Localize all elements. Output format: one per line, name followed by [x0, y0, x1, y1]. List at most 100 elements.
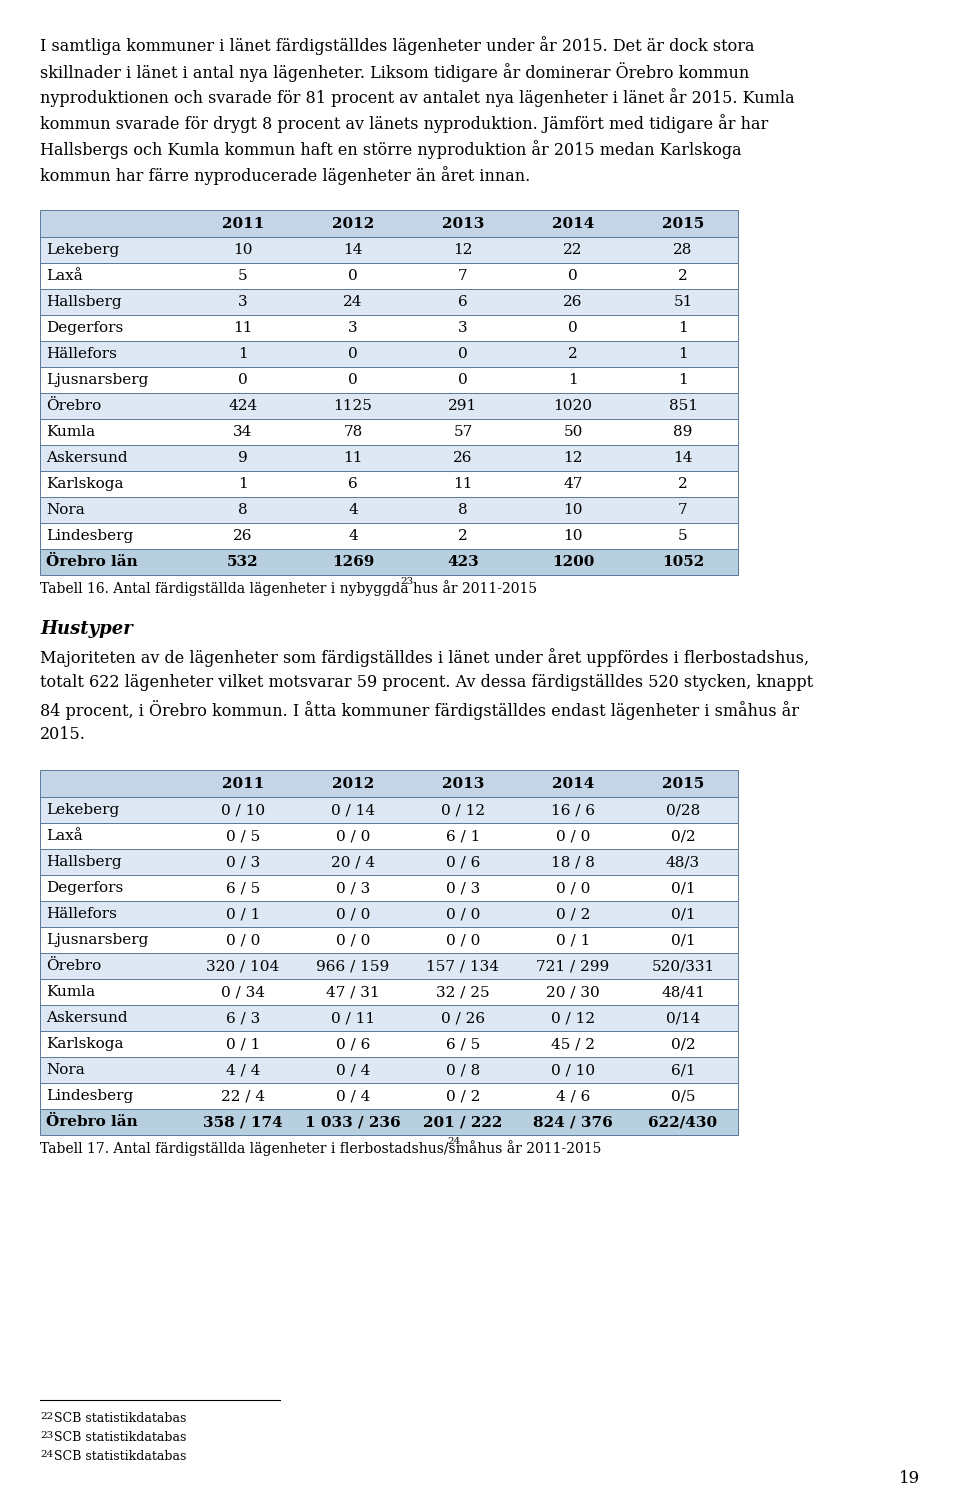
Text: 34: 34 — [233, 425, 252, 438]
Bar — [40, 497, 738, 524]
Text: 1: 1 — [238, 477, 248, 491]
Text: 7: 7 — [678, 503, 687, 518]
Text: 0 / 12: 0 / 12 — [441, 803, 485, 817]
Text: 24: 24 — [344, 295, 363, 310]
Text: 0 / 4: 0 / 4 — [336, 1064, 371, 1077]
Text: 2015: 2015 — [661, 776, 704, 790]
Text: 0 / 26: 0 / 26 — [441, 1011, 485, 1025]
Text: Hallsberg: Hallsberg — [46, 856, 122, 869]
Text: 0: 0 — [348, 373, 358, 387]
Text: 0 / 0: 0 / 0 — [556, 881, 590, 895]
Text: Majoriteten av de lägenheter som färdigställdes i länet under året uppfördes i f: Majoriteten av de lägenheter som färdigs… — [40, 648, 809, 667]
Text: 1 033 / 236: 1 033 / 236 — [305, 1115, 401, 1129]
Text: 24: 24 — [40, 1450, 53, 1459]
Text: kommun har färre nyproducerade lägenheter än året innan.: kommun har färre nyproducerade lägenhete… — [40, 166, 530, 186]
Text: 532: 532 — [228, 555, 259, 568]
Text: 57: 57 — [453, 425, 472, 438]
Text: 28: 28 — [673, 242, 693, 257]
Text: skillnader i länet i antal nya lägenheter. Liksom tidigare år dominerar Örebro k: skillnader i länet i antal nya lägenhete… — [40, 61, 749, 82]
Text: SCB statistikdatabas: SCB statistikdatabas — [54, 1450, 186, 1463]
Text: 1: 1 — [678, 373, 688, 387]
Text: 2015: 2015 — [661, 217, 704, 230]
Text: Laxå: Laxå — [46, 269, 83, 283]
Text: 2014: 2014 — [552, 776, 594, 790]
Text: 2: 2 — [458, 530, 468, 543]
Text: 851: 851 — [668, 399, 698, 413]
Text: Tabell 16. Antal färdigställda lägenheter i nybyggda hus år 2011-2015: Tabell 16. Antal färdigställda lägenhete… — [40, 580, 538, 595]
Text: 0 / 10: 0 / 10 — [221, 803, 265, 817]
Bar — [40, 797, 738, 823]
Text: 0 / 0: 0 / 0 — [445, 934, 480, 947]
Text: 2011: 2011 — [222, 776, 264, 790]
Text: 6 / 1: 6 / 1 — [445, 829, 480, 844]
Text: Hällefors: Hällefors — [46, 907, 117, 922]
Text: Lindesberg: Lindesberg — [46, 1089, 133, 1103]
Text: 5: 5 — [678, 530, 687, 543]
Text: SCB statistikdatabas: SCB statistikdatabas — [54, 1412, 186, 1426]
Bar — [40, 419, 738, 444]
Text: 0 / 0: 0 / 0 — [336, 829, 371, 844]
Text: 48/3: 48/3 — [666, 856, 700, 869]
Text: 26: 26 — [453, 450, 472, 465]
Text: Örebro: Örebro — [46, 399, 101, 413]
Bar — [40, 1083, 738, 1109]
Text: 6 / 3: 6 / 3 — [226, 1011, 260, 1025]
Bar — [40, 316, 738, 341]
Text: Hustyper: Hustyper — [40, 619, 132, 637]
Text: Lindesberg: Lindesberg — [46, 530, 133, 543]
Text: 19: 19 — [899, 1471, 920, 1487]
Text: 8: 8 — [458, 503, 468, 518]
Text: 966 / 159: 966 / 159 — [317, 959, 390, 972]
Text: 0 / 5: 0 / 5 — [226, 829, 260, 844]
Text: 5: 5 — [238, 269, 248, 283]
Text: 0 / 0: 0 / 0 — [226, 934, 260, 947]
Text: 0: 0 — [458, 347, 468, 361]
Text: Kumla: Kumla — [46, 984, 95, 999]
Text: 4: 4 — [348, 503, 358, 518]
Text: 0 / 12: 0 / 12 — [551, 1011, 595, 1025]
Text: 47 / 31: 47 / 31 — [326, 984, 380, 999]
Text: Degerfors: Degerfors — [46, 322, 123, 335]
Text: 1200: 1200 — [552, 555, 594, 568]
Bar — [40, 901, 738, 928]
Text: 0 / 2: 0 / 2 — [445, 1089, 480, 1103]
Text: totalt 622 lägenheter vilket motsvarar 59 procent. Av dessa färdigställdes 520 s: totalt 622 lägenheter vilket motsvarar 5… — [40, 675, 813, 691]
Text: Lekeberg: Lekeberg — [46, 242, 119, 257]
Text: Kumla: Kumla — [46, 425, 95, 438]
Text: Karlskoga: Karlskoga — [46, 477, 124, 491]
Text: 824 / 376: 824 / 376 — [533, 1115, 612, 1129]
Text: 6: 6 — [458, 295, 468, 310]
Text: 423: 423 — [447, 555, 479, 568]
Text: 20 / 4: 20 / 4 — [331, 856, 375, 869]
Bar — [40, 367, 738, 393]
Text: 12: 12 — [564, 450, 583, 465]
Text: 20 / 30: 20 / 30 — [546, 984, 600, 999]
Bar — [40, 471, 738, 497]
Text: 24: 24 — [447, 1137, 461, 1146]
Bar — [40, 1031, 738, 1058]
Text: 50: 50 — [564, 425, 583, 438]
Bar — [40, 236, 738, 263]
Text: 0 / 4: 0 / 4 — [336, 1089, 371, 1103]
Text: 0/1: 0/1 — [671, 881, 695, 895]
Text: 0/14: 0/14 — [666, 1011, 700, 1025]
Text: 0 / 1: 0 / 1 — [556, 934, 590, 947]
Text: Laxå: Laxå — [46, 829, 83, 844]
Text: 0/28: 0/28 — [666, 803, 700, 817]
Bar — [40, 393, 738, 419]
Text: 0 / 34: 0 / 34 — [221, 984, 265, 999]
Bar — [40, 823, 738, 850]
Text: 6: 6 — [348, 477, 358, 491]
Text: Karlskoga: Karlskoga — [46, 1037, 124, 1052]
Text: Degerfors: Degerfors — [46, 881, 123, 895]
Text: 1125: 1125 — [333, 399, 372, 413]
Text: 2014: 2014 — [552, 217, 594, 230]
Text: 0/1: 0/1 — [671, 907, 695, 922]
Text: 0: 0 — [238, 373, 248, 387]
Text: 721 / 299: 721 / 299 — [537, 959, 610, 972]
Bar — [40, 850, 738, 875]
Bar — [40, 263, 738, 289]
Text: Örebro län: Örebro län — [46, 1115, 137, 1129]
Text: 0 / 1: 0 / 1 — [226, 907, 260, 922]
Text: 0 / 10: 0 / 10 — [551, 1064, 595, 1077]
